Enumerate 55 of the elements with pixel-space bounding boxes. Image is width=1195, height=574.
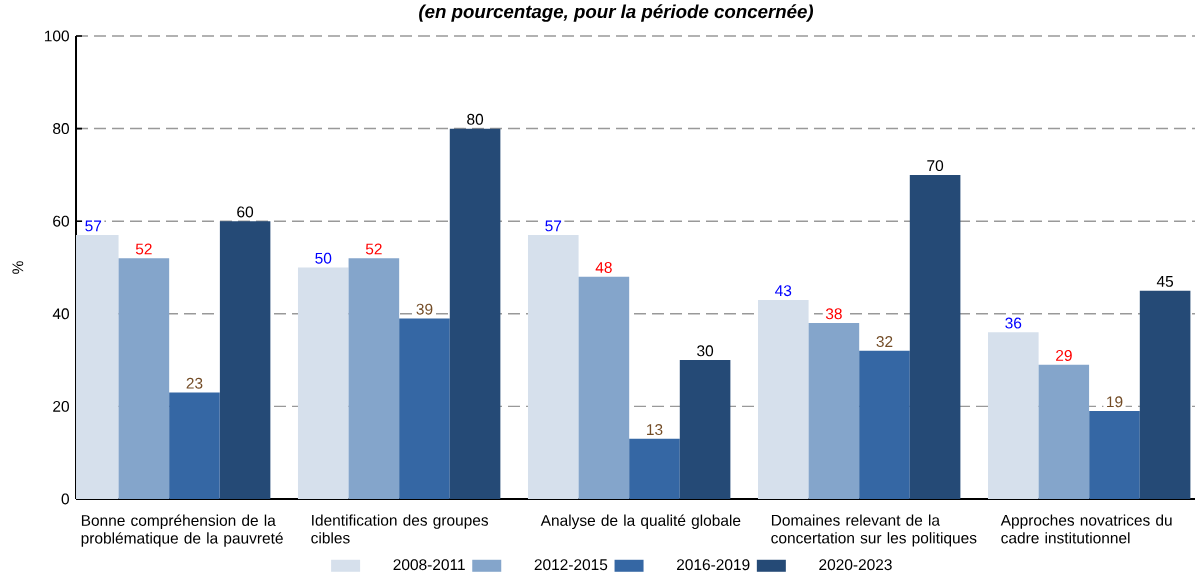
data-label: 80 (467, 113, 484, 125)
chart-subtitle: (en pourcentage, pour la période concernée) (419, 4, 814, 22)
bar (169, 392, 220, 499)
data-label: 36 (1005, 317, 1022, 329)
x-tick-label: Approches novatrices du cadre institutionnel (1000, 514, 1172, 544)
data-label: 50 (315, 252, 332, 264)
bar (399, 318, 450, 499)
y-axis-title: % (12, 261, 24, 274)
bar (808, 323, 860, 499)
bar (449, 128, 501, 499)
data-label: 29 (1056, 349, 1072, 361)
data-label: 30 (697, 345, 714, 357)
bar (578, 276, 630, 499)
legend-label: 2012-2015 (534, 559, 608, 571)
data-label: 60 (237, 206, 254, 218)
legend-label: 2008-2011 (393, 559, 465, 571)
bar (1038, 364, 1090, 499)
legend-label: 2020-2023 (819, 559, 892, 571)
x-tick-label: Domaines relevant de la concertation sur les politiques (771, 514, 977, 547)
data-label: 57 (545, 220, 562, 232)
bar (1089, 411, 1140, 499)
data-label: 57 (85, 220, 102, 232)
x-tick-label: Bonne compréhension de la problématique de la pauvreté (81, 514, 283, 547)
bar (297, 267, 349, 499)
data-label: 48 (595, 262, 612, 273)
y-tick-label: 60 (53, 215, 69, 227)
y-tick-label: 80 (53, 123, 69, 135)
data-label: 70 (927, 160, 944, 172)
data-label: 39 (416, 303, 433, 315)
data-label: 38 (825, 308, 842, 320)
bar (1139, 290, 1191, 499)
data-label: 52 (135, 243, 152, 255)
y-tick-label: 40 (52, 308, 69, 320)
data-label: 45 (1156, 276, 1174, 287)
y-tick-label: 0 (61, 493, 69, 505)
y-tick-label: 100 (44, 30, 69, 42)
data-label: 43 (775, 285, 792, 297)
bar (348, 258, 400, 499)
bar (909, 174, 961, 499)
data-label: 52 (365, 243, 382, 255)
x-tick-label: Identification des groupes cibles (311, 514, 489, 544)
data-label: 32 (876, 336, 893, 348)
bar (859, 350, 910, 499)
x-tick-label: Analyse de la qualité globale (540, 514, 741, 530)
data-label: 23 (186, 377, 203, 389)
bar (988, 332, 1039, 499)
data-label: 19 (1107, 396, 1123, 408)
bar (757, 299, 809, 499)
bar (219, 221, 271, 499)
bar (527, 235, 579, 499)
bar (629, 438, 680, 499)
data-label: 13 (647, 424, 663, 436)
bar (679, 360, 731, 499)
legend-label: 2016-2019 (676, 559, 750, 571)
y-tick-label: 20 (53, 400, 69, 412)
